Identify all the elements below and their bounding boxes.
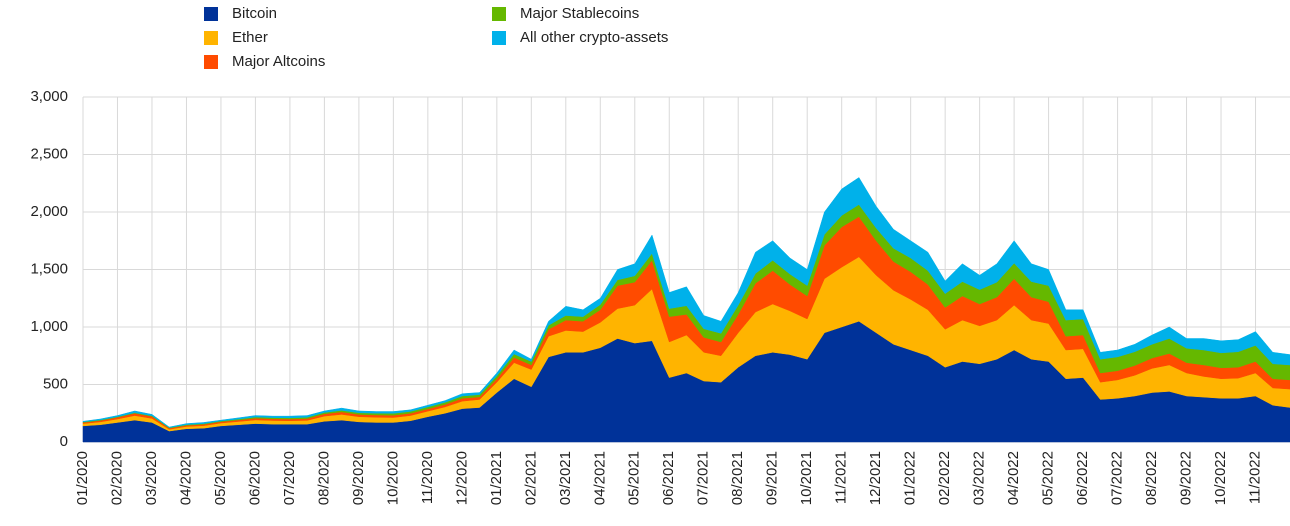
- x-tick-label: 10/2020: [384, 451, 401, 505]
- x-tick-label: 05/2022: [1040, 451, 1057, 505]
- legend-label: Major Altcoins: [232, 53, 325, 70]
- x-tick-label: 02/2021: [522, 451, 539, 505]
- x-tick-label: 06/2020: [246, 451, 263, 505]
- y-tick-label: 1,500: [30, 260, 68, 277]
- x-tick-label: 12/2020: [453, 451, 470, 505]
- x-tick-label: 06/2021: [660, 451, 677, 505]
- y-tick-label: 2,000: [30, 203, 68, 220]
- x-tick-label: 12/2021: [867, 451, 884, 505]
- legend-swatch: [492, 7, 506, 21]
- x-tick-label: 04/2020: [177, 451, 194, 505]
- x-tick-label: 08/2020: [315, 451, 332, 505]
- legend-swatch: [204, 7, 218, 21]
- y-tick-label: 0: [60, 433, 68, 450]
- x-tick-label: 07/2020: [281, 451, 298, 505]
- y-tick-label: 3,000: [30, 88, 68, 105]
- x-tick-label: 04/2021: [591, 451, 608, 505]
- x-tick-label: 09/2021: [764, 451, 781, 505]
- legend-swatch: [204, 55, 218, 69]
- x-tick-label: 09/2020: [350, 451, 367, 505]
- legend-label: Bitcoin: [232, 5, 277, 22]
- x-tick-label: 01/2021: [488, 451, 505, 505]
- x-tick-label: 02/2022: [936, 451, 953, 505]
- legend-label: All other crypto-assets: [520, 29, 668, 46]
- x-tick-label: 03/2020: [143, 451, 160, 505]
- x-tick-label: 08/2022: [1143, 451, 1160, 505]
- y-tick-label: 1,000: [30, 318, 68, 335]
- area: [82, 177, 1290, 428]
- x-tick-label: 01/2020: [74, 451, 91, 505]
- x-tick-label: 11/2021: [833, 451, 850, 504]
- y-tick-label: 2,500: [30, 145, 68, 162]
- x-tick-label: 08/2021: [729, 451, 746, 505]
- legend-label: Ether: [232, 29, 268, 46]
- y-tick-label: 500: [43, 375, 68, 392]
- x-tick-label: 02/2020: [108, 451, 125, 505]
- x-tick-label: 10/2022: [1212, 451, 1229, 505]
- legend-swatch: [204, 31, 218, 45]
- x-tick-label: 05/2021: [626, 451, 643, 505]
- legend-label: Major Stablecoins: [520, 5, 639, 22]
- x-tick-label: 07/2021: [695, 451, 712, 505]
- x-tick-label: 03/2021: [557, 451, 574, 505]
- x-tick-label: 05/2020: [212, 451, 229, 505]
- x-tick-label: 06/2022: [1074, 451, 1091, 505]
- legend-swatch: [492, 31, 506, 45]
- x-tick-label: 07/2022: [1109, 451, 1126, 505]
- x-tick-label: 03/2022: [971, 451, 988, 505]
- x-tick-label: 09/2022: [1178, 451, 1195, 505]
- x-tick-label: 10/2021: [798, 451, 815, 505]
- x-tick-label: 04/2022: [1005, 451, 1022, 505]
- x-tick-label: 11/2020: [419, 451, 436, 504]
- x-tick-label: 01/2022: [902, 451, 919, 505]
- x-tick-label: 11/2022: [1246, 451, 1263, 504]
